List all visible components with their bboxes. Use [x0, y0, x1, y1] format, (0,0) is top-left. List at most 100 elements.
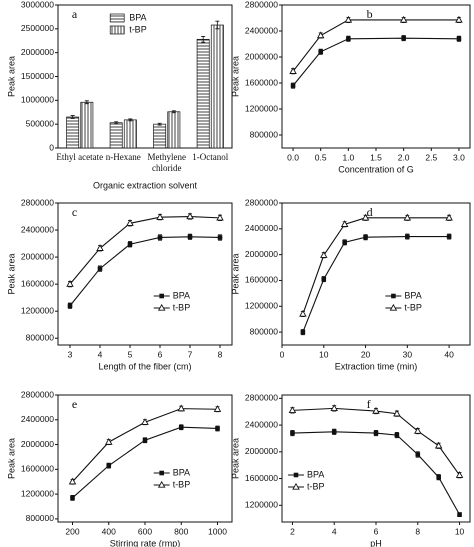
- legend-marker: [391, 293, 396, 299]
- legend-marker: [159, 293, 164, 299]
- panel-label: d: [367, 205, 373, 219]
- plot-frame: [57, 202, 233, 346]
- marker: [361, 213, 370, 221]
- x-tick-label: Ethyl acetate: [56, 152, 104, 162]
- y-tick-label: 0: [49, 142, 54, 152]
- x-tick-label: 4: [98, 349, 103, 359]
- marker: [300, 329, 306, 335]
- marker: [342, 240, 347, 245]
- marker: [213, 405, 222, 412]
- series-line: [302, 236, 450, 333]
- y-tick-label: 2000000: [21, 251, 54, 261]
- series-line: [69, 215, 221, 285]
- y-tick-label: 2800000: [21, 197, 54, 207]
- legend-label: t-BP: [173, 479, 191, 489]
- series-line: [302, 217, 450, 315]
- marker: [318, 49, 324, 55]
- marker: [126, 219, 134, 226]
- x-tick-label-box: Methylene chloride: [147, 152, 187, 173]
- error-bar: [84, 100, 89, 105]
- legend-label: BPA: [173, 290, 190, 300]
- x-tick-label-box: Ethyl acetate: [56, 152, 104, 162]
- x-tick-label: 600: [138, 526, 152, 536]
- y-axis-label: Peak area: [230, 56, 240, 97]
- panel-label: e: [72, 397, 77, 411]
- panel-label: f: [367, 397, 371, 411]
- y-tick-label: 1600000: [245, 473, 278, 483]
- panel-label: b: [367, 7, 373, 21]
- x-tick-label: 1.5: [370, 152, 382, 162]
- marker: [156, 213, 164, 220]
- marker: [445, 213, 453, 221]
- error-bar: [215, 20, 220, 30]
- bar: [109, 122, 123, 149]
- x-tick-label: 3: [68, 349, 73, 359]
- marker: [331, 429, 337, 435]
- x-tick-label: 5: [128, 349, 133, 359]
- bar: [167, 111, 181, 149]
- x-tick-label: 1-Octanol: [192, 152, 229, 162]
- x-tick-label: 1000: [208, 526, 227, 536]
- x-tick-label: 2.5: [425, 152, 437, 162]
- x-tick-label: 20: [361, 349, 371, 359]
- plot-frame: [281, 4, 471, 149]
- y-tick-label: 1000000: [21, 95, 54, 105]
- marker: [373, 430, 379, 436]
- x-tick-label: 10: [455, 526, 465, 536]
- y-tick-label: 1200000: [245, 500, 278, 510]
- x-axis-label: Stirring rate (rmp): [110, 538, 181, 547]
- error-bar: [114, 121, 119, 125]
- marker: [97, 266, 103, 271]
- marker: [394, 432, 400, 438]
- marker: [67, 303, 73, 309]
- plot-frame: [281, 202, 471, 346]
- marker: [142, 437, 148, 443]
- marker: [405, 234, 410, 239]
- x-tick-label: 3.0: [453, 152, 465, 162]
- y-tick-label: 1600000: [245, 77, 278, 87]
- y-tick-label: 2000000: [245, 51, 278, 61]
- y-tick-label: 2800000: [245, 0, 278, 9]
- series-line: [292, 37, 459, 86]
- x-tick-label: 0: [280, 349, 285, 359]
- y-axis-label: Peak area: [230, 438, 240, 479]
- y-axis-label: Peak area: [6, 253, 16, 294]
- marker: [68, 477, 77, 485]
- x-tick-label: 2: [290, 526, 295, 536]
- marker: [187, 234, 193, 240]
- marker: [346, 36, 351, 42]
- marker: [363, 234, 368, 240]
- marker: [434, 441, 443, 449]
- marker: [299, 309, 307, 317]
- marker: [455, 15, 463, 23]
- y-tick-label: 2400000: [245, 419, 278, 429]
- x-tick-label: 10: [319, 349, 329, 359]
- bar: [153, 123, 167, 149]
- x-tick-label: 8: [415, 526, 420, 536]
- x-tick-label: 200: [65, 526, 79, 536]
- bar: [66, 116, 80, 149]
- marker: [415, 452, 421, 457]
- y-axis-label: Peak area: [6, 56, 16, 97]
- marker: [66, 280, 74, 287]
- marker: [321, 276, 327, 282]
- x-tick-label: 2.0: [398, 152, 410, 162]
- marker: [399, 15, 408, 23]
- x-axis-label: Concentration of G: [338, 164, 414, 174]
- series-line: [292, 407, 461, 476]
- x-tick-label-box: n-Hexane: [106, 152, 141, 162]
- legend-label: BPA: [173, 467, 190, 477]
- y-tick-label: 800000: [250, 326, 279, 336]
- marker: [446, 234, 452, 239]
- marker: [106, 463, 112, 468]
- legend-label: BPA: [404, 290, 421, 300]
- bar: [80, 101, 94, 149]
- y-tick-label: 2000000: [245, 446, 278, 456]
- marker: [70, 495, 75, 501]
- x-tick-label: 0.5: [315, 152, 327, 162]
- x-axis-label: Organic extraction solvent: [93, 180, 198, 190]
- marker: [177, 404, 186, 412]
- marker: [372, 406, 380, 414]
- x-tick-label: Methylene chloride: [147, 152, 187, 173]
